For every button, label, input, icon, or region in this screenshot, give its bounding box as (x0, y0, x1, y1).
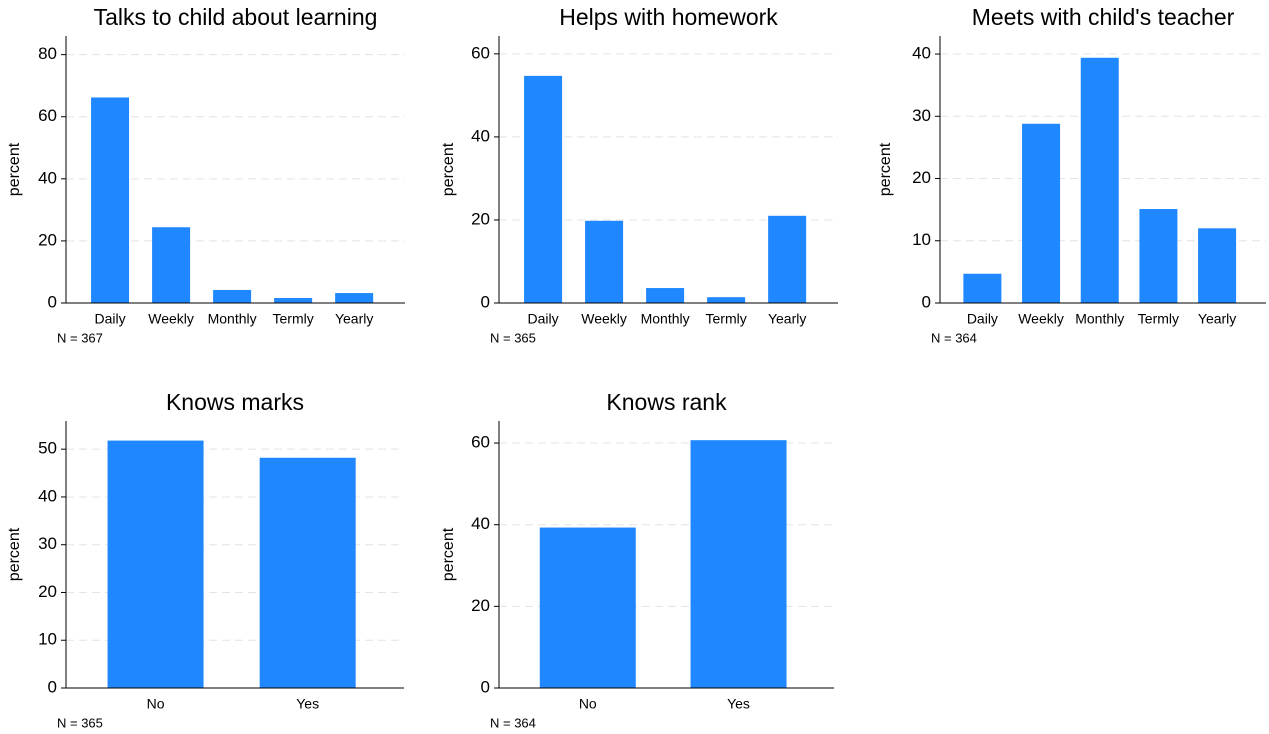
bar (152, 227, 191, 303)
sample-note: N = 364 (490, 715, 536, 730)
y-tick-label: 20 (471, 209, 490, 228)
y-tick-label: 0 (48, 677, 57, 696)
bar (539, 527, 636, 688)
y-tick-label: 20 (912, 168, 931, 187)
y-axis-label: percent (440, 527, 457, 581)
x-tick-label: Weekly (148, 311, 194, 327)
y-tick-label: 60 (471, 43, 490, 62)
sample-note: N = 367 (57, 330, 103, 345)
bar (707, 297, 746, 303)
y-axis-label: percent (6, 142, 23, 196)
chart-title: Knows rank (606, 389, 727, 415)
sample-note: N = 365 (490, 330, 536, 345)
x-tick-label: Yearly (1198, 311, 1236, 327)
bar (585, 220, 624, 303)
bar (1080, 57, 1119, 303)
bar (274, 298, 313, 303)
y-tick-label: 40 (912, 44, 931, 63)
x-tick-label: Yes (296, 696, 319, 712)
y-tick-label: 80 (38, 44, 57, 63)
bar (524, 75, 563, 303)
x-tick-label: Termly (1138, 311, 1179, 327)
bar (690, 440, 787, 688)
y-tick-label: 20 (471, 596, 490, 615)
chart-title: Meets with child's teacher (972, 4, 1235, 30)
bar (768, 215, 807, 303)
x-tick-label: Yearly (335, 311, 373, 327)
x-tick-label: Yearly (768, 311, 806, 327)
bar (1198, 228, 1237, 303)
y-tick-label: 10 (912, 230, 931, 249)
y-tick-label: 10 (38, 630, 57, 649)
y-tick-label: 0 (48, 292, 57, 311)
y-tick-label: 0 (922, 292, 931, 311)
x-tick-label: Termly (706, 311, 747, 327)
bar (646, 288, 685, 303)
y-tick-label: 40 (38, 168, 57, 187)
y-tick-label: 40 (471, 514, 490, 533)
y-tick-label: 50 (38, 439, 57, 458)
x-tick-label: Monthly (208, 311, 257, 327)
bar (107, 440, 204, 688)
x-tick-label: Yes (727, 696, 750, 712)
y-tick-label: 40 (471, 126, 490, 145)
x-tick-label: Daily (528, 311, 559, 327)
x-tick-label: Monthly (1075, 311, 1124, 327)
y-tick-label: 60 (38, 106, 57, 125)
y-axis-label: percent (440, 142, 457, 196)
y-tick-label: 30 (38, 534, 57, 553)
y-tick-label: 20 (38, 230, 57, 249)
bar (91, 97, 130, 303)
chart-title: Knows marks (166, 389, 304, 415)
sample-note: N = 365 (57, 715, 103, 730)
y-tick-label: 0 (481, 292, 490, 311)
x-tick-label: Weekly (581, 311, 627, 327)
x-tick-label: No (147, 696, 165, 712)
x-tick-label: Termly (273, 311, 314, 327)
x-tick-label: Daily (95, 311, 126, 327)
x-tick-label: No (579, 696, 597, 712)
y-tick-label: 60 (471, 433, 490, 452)
y-tick-label: 0 (481, 677, 490, 696)
y-tick-label: 20 (38, 582, 57, 601)
bar (1022, 123, 1061, 303)
x-tick-label: Monthly (641, 311, 690, 327)
bar (259, 457, 356, 688)
x-tick-label: Daily (967, 311, 998, 327)
bar (963, 273, 1002, 303)
x-tick-label: Weekly (1018, 311, 1064, 327)
bar (335, 293, 374, 303)
bar (213, 289, 252, 303)
sample-note: N = 364 (931, 330, 977, 345)
bar (1139, 209, 1178, 303)
y-tick-label: 40 (38, 486, 57, 505)
y-tick-label: 30 (912, 106, 931, 125)
chart-title: Talks to child about learning (94, 4, 378, 30)
y-axis-label: percent (877, 142, 894, 196)
y-axis-label: percent (6, 527, 23, 581)
chart-title: Helps with homework (559, 4, 778, 30)
